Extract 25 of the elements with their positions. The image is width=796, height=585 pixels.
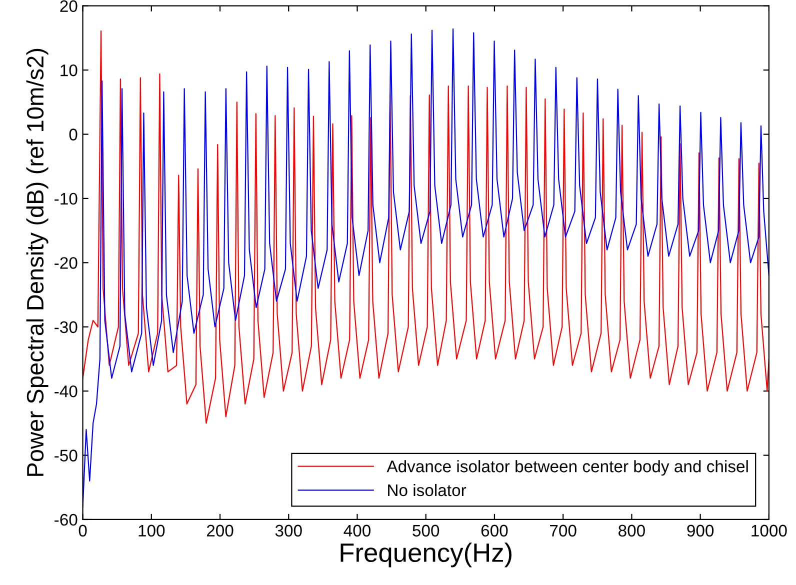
y-axis-title: Power Spectral Density (dB) (ref 10m/s2) — [26, 48, 48, 476]
x-axis-title: Frequency(Hz) — [340, 542, 512, 568]
x-tick-label: 300 — [275, 524, 302, 537]
legend-label: No isolator — [388, 484, 466, 496]
x-tick-label: 600 — [481, 524, 508, 537]
y-tick-label: 10 — [60, 64, 78, 76]
line-series — [82, 30, 769, 424]
x-tick-label: 1000 — [752, 524, 787, 537]
y-tick-label: -10 — [54, 192, 78, 205]
x-tick-label: 100 — [138, 524, 165, 537]
y-tick-label: -60 — [54, 514, 78, 526]
x-tick-label: 400 — [344, 524, 370, 537]
y-tick-label: -50 — [54, 450, 78, 462]
legend-label: Advance isolator between center body and chisel — [386, 460, 748, 476]
y-tick-label: -40 — [54, 385, 78, 398]
x-tick-label: 900 — [687, 524, 714, 537]
x-tick-label: 0 — [78, 524, 87, 537]
y-tick-label: 0 — [69, 128, 78, 140]
x-tick-label: 200 — [206, 524, 234, 537]
x-tick-label: 700 — [550, 524, 576, 537]
x-tick-label: 500 — [412, 524, 440, 537]
x-tick-label: 800 — [618, 524, 645, 537]
y-tick-label: -20 — [54, 257, 78, 269]
y-tick-label: -30 — [54, 321, 78, 334]
y-tick-label: 20 — [60, 0, 78, 12]
